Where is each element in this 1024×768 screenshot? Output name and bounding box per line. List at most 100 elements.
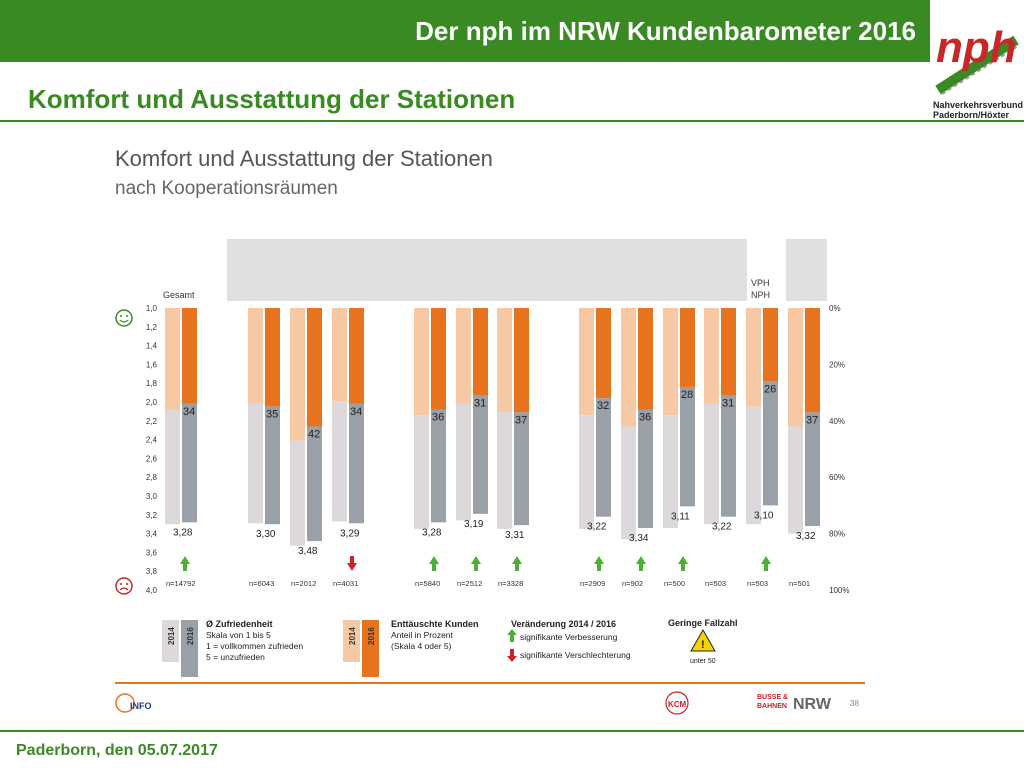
left-axis-tick-label: 3,0: [146, 492, 158, 501]
left-axis-tick-label: 1,2: [146, 323, 158, 332]
bar-disappointed-2014: [290, 308, 305, 441]
bar-satisfaction-2014: [290, 440, 305, 546]
bar-satisfaction-2016: [182, 403, 197, 523]
bar-satisfaction-2016: [514, 412, 529, 526]
legend-swatch-gray-2016: [181, 620, 198, 677]
bar-disappointed-2014: [456, 308, 471, 404]
right-axis-tick-label: 60%: [829, 473, 845, 482]
nph-logo: nph: [935, 23, 1019, 95]
logo-caption-line2: Paderborn/Höxter: [933, 110, 1010, 120]
bar-disappointed-2016: [805, 308, 820, 413]
avg-satisfaction-label: 3,28: [422, 527, 442, 538]
bar-satisfaction-2014: [621, 426, 636, 540]
logo-caption-line1: Nahverkehrsverbund: [933, 100, 1024, 110]
left-axis-tick-label: 2,6: [146, 454, 158, 463]
footer-date: Paderborn, den 05.07.2017: [16, 742, 218, 759]
left-axis-tick-label: 1,4: [146, 342, 158, 351]
change-arrow-up-icon: [183, 563, 187, 571]
group-header-box-main: [227, 239, 747, 301]
avg-satisfaction-label: 3,29: [340, 528, 360, 539]
bar-disappointed-2014: [788, 308, 803, 427]
bar-satisfaction-2016: [721, 395, 736, 517]
change-arrow-up-head-icon: [180, 556, 190, 564]
left-axis-tick-label: 1,8: [146, 379, 158, 388]
kcm-logo: KCM: [665, 691, 689, 715]
change-arrow-up-icon: [681, 563, 685, 571]
bar-satisfaction-2014: [456, 403, 471, 521]
header-title: Der nph im NRW Kundenbarometer 2016: [415, 16, 916, 46]
bar-disappointed-2014: [497, 308, 512, 413]
bar-satisfaction-2014: [788, 426, 803, 534]
bar-disappointed-2016: [721, 308, 736, 396]
legend-satisfaction-line-3: 5 = unzufrieden: [206, 652, 265, 662]
change-arrow-up-head-icon: [636, 556, 646, 564]
legend-satisfaction-line-1: Skala von 1 bis 5: [206, 630, 271, 640]
chart-footer-divider: [115, 682, 865, 684]
slide-page-number: 38: [850, 699, 859, 708]
top-divider: [0, 120, 1024, 122]
group-header-label-1: VPH: [751, 278, 770, 288]
bar-disappointed-2016: [349, 308, 364, 404]
group-header-box-right: [786, 239, 827, 301]
nrw-logo-text: NRW: [793, 696, 832, 713]
bar-satisfaction-2016: [763, 381, 778, 506]
bar-disappointed-2016: [680, 308, 695, 387]
legend-swatch-gray-2014: [162, 620, 179, 662]
legend-arrow-down-icon: [507, 649, 517, 662]
change-arrow-up-icon: [474, 563, 478, 571]
disappointed-pct-label: 34: [350, 406, 362, 418]
warning-icon: !: [690, 628, 716, 652]
bar-satisfaction-2014: [663, 415, 678, 528]
change-arrow-up-icon: [432, 563, 436, 571]
disappointed-pct-label: 42: [308, 428, 320, 440]
bar-satisfaction-2016: [680, 386, 695, 507]
legend-swatch-orange-2016: [362, 620, 379, 677]
bar-disappointed-2016: [473, 308, 488, 396]
kcm-logo-text: KCM: [668, 700, 687, 709]
disappointed-pct-label: 36: [639, 412, 651, 424]
left-axis-tick-label: 1,6: [146, 360, 158, 369]
logo-mark: nph: [936, 23, 1017, 72]
bar-satisfaction-2014: [746, 406, 761, 525]
sample-size-label: n=2012: [291, 579, 316, 588]
bar-satisfaction-2014: [497, 412, 512, 529]
bar-satisfaction-2014: [248, 403, 263, 524]
bar-disappointed-2016: [596, 308, 611, 399]
legend-year-2016-b: 2016: [367, 627, 376, 645]
disappointed-pct-label: 32: [597, 400, 609, 412]
avg-satisfaction-label: 3,11: [671, 511, 690, 522]
legend-change-up: signifikante Verbesserung: [520, 632, 618, 642]
disappointed-pct-label: 28: [681, 389, 693, 401]
bar-disappointed-2016: [514, 308, 529, 413]
right-axis-tick-label: 80%: [829, 530, 845, 539]
bar-satisfaction-2014: [414, 415, 429, 529]
avg-satisfaction-label: 3,32: [796, 531, 816, 542]
bar-satisfaction-2016: [349, 403, 364, 524]
avg-satisfaction-label: 3,48: [298, 546, 318, 557]
avg-satisfaction-label: 3,19: [464, 519, 484, 530]
legend-change-down: signifikante Verschlechterung: [520, 650, 631, 660]
disappointed-pct-label: 31: [722, 397, 734, 409]
legend-disappointed-line-1: Anteil in Prozent: [391, 630, 454, 640]
bar-satisfaction-2016: [596, 398, 611, 517]
bar-satisfaction-2014: [704, 403, 719, 525]
left-axis-tick-label: 3,4: [146, 530, 158, 539]
change-arrow-up-icon: [764, 563, 768, 571]
bar-disappointed-2014: [746, 308, 761, 407]
sample-size-label: n=2512: [457, 579, 482, 588]
right-axis-tick-label: 100%: [829, 586, 849, 595]
left-axis-tick-label: 2,0: [146, 398, 158, 407]
bar-disappointed-2016: [182, 308, 197, 404]
left-axis-tick-label: 3,2: [146, 511, 158, 520]
sample-size-label: n=503: [705, 579, 726, 588]
sample-size-label: n=6043: [249, 579, 274, 588]
change-arrow-up-head-icon: [429, 556, 439, 564]
right-axis-tick-label: 40%: [829, 417, 845, 426]
change-arrow-up-head-icon: [678, 556, 688, 564]
change-arrow-up-icon: [597, 563, 601, 571]
header-bar: Der nph im NRW Kundenbarometer 2016: [0, 0, 930, 62]
logo-track: [941, 45, 1019, 95]
page-subtitle: Komfort und Ausstattung der Stationen: [28, 84, 516, 114]
sample-size-label: n=902: [622, 579, 643, 588]
bar-satisfaction-2014: [579, 415, 594, 529]
